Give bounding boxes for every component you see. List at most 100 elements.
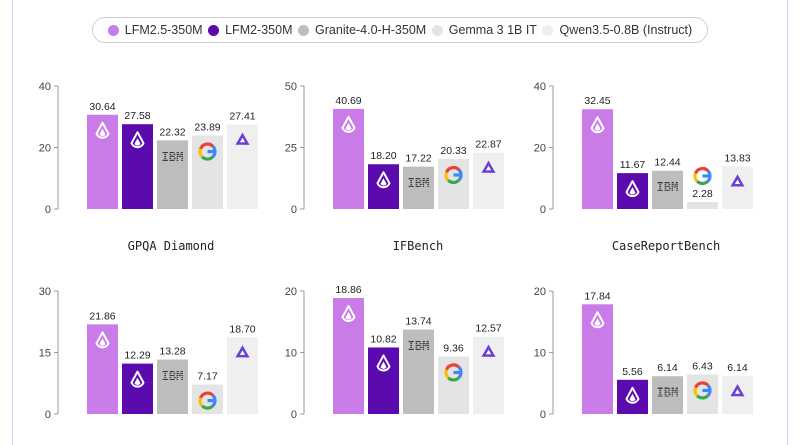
data-label: 21.86 [89,310,115,322]
legend-swatch [431,24,443,36]
chart-title-casereportbench: CaseReportBench [611,239,721,253]
chart-bottom-middle: 0 10 20 18.86 10.82 13.74 IBM 9.36 12.57 [276,283,516,433]
y-tick-label: 20 [285,286,297,298]
y-tick-label: 40 [534,81,546,93]
google-logo-icon [444,165,463,185]
bar-2 [157,140,188,209]
y-tick-label: 20 [534,143,546,155]
bar-0 [87,324,118,414]
data-label: 10.82 [370,333,396,345]
legend-label: LFM2.5-350M [124,23,203,37]
data-label: 12.57 [475,323,501,335]
data-label: 11.67 [620,159,646,171]
svg-text:IBM: IBM [408,339,430,353]
data-label: 13.74 [405,315,431,327]
data-label: 18.20 [370,150,396,162]
chart-title-gpqa-diamond: GPQA Diamond [127,239,215,253]
data-label: 23.89 [194,122,220,134]
y-tick-label: 0 [45,204,51,216]
y-tick-label: 15 [39,348,51,360]
svg-text:IBM: IBM [657,180,679,194]
legend-item-qwen: Qwen3.5-0.8B (Instruct) [542,23,692,37]
ibm-logo-icon: IBM [654,180,681,194]
chart-title-ifbench: IFBench [392,239,444,253]
ibm-logo-icon: IBM [405,339,432,353]
google-logo-icon [198,142,217,161]
y-tick-label: 20 [534,286,546,298]
bar-2 [157,359,188,414]
y-tick-label: 0 [540,409,546,421]
data-label: 27.41 [229,111,255,123]
chart-bottom-left: 0 15 30 21.86 12.29 13.28 IBM 7.17 18.70 [30,283,270,433]
frame-left-border [12,0,13,445]
y-tick-label: 10 [285,348,297,360]
data-label: 30.64 [89,101,115,113]
liquid-logo-icon [130,131,145,149]
data-label: 17.22 [405,153,431,165]
legend-swatch [542,24,554,36]
data-label: 27.58 [124,110,150,122]
legend-label: Granite-4.0-H-350M [315,23,427,37]
bar-2 [403,166,434,209]
bar-4 [722,166,753,209]
data-label: 22.32 [159,126,185,138]
bar-3 [687,374,718,414]
liquid-logo-icon [590,116,605,134]
bar-3 [192,135,223,209]
liquid-logo-icon [95,121,110,139]
y-tick-label: 25 [285,143,297,155]
svg-text:IBM: IBM [657,386,679,400]
data-label: 18.70 [229,323,255,335]
data-label: 6.43 [692,360,713,372]
legend-swatch [298,24,310,36]
data-label: 32.45 [584,95,610,107]
svg-text:IBM: IBM [408,176,430,190]
data-label: 12.29 [124,350,150,362]
chart-ifbench: 0 25 50 40.69 18.20 17.22 IBM 20.33 22.87 [276,78,516,228]
legend-item-lfm2: LFM2-350M [208,23,293,37]
qwen-logo-icon [730,174,745,187]
data-label: 13.28 [159,346,185,358]
liquid-logo-icon [130,370,145,388]
liquid-logo-icon [376,171,391,189]
y-tick-label: 10 [534,348,546,360]
data-label: 6.14 [727,362,748,374]
chart-legend: LFM2.5-350M LFM2-350M Granite-4.0-H-350M… [92,17,708,43]
legend-swatch [208,24,220,36]
y-tick-label: 0 [291,409,297,421]
google-logo-icon [693,166,712,186]
google-logo-icon [198,391,217,410]
data-label: 6.14 [657,362,678,374]
y-tick-label: 0 [291,204,297,216]
data-label: 17.84 [584,290,610,302]
ibm-logo-icon: IBM [159,150,186,164]
legend-item-gemma: Gemma 3 1B IT [431,23,537,37]
legend-swatch [107,24,119,36]
bar-1 [368,347,399,414]
qwen-logo-icon [481,160,496,173]
bar-3 [687,201,718,209]
ibm-logo-icon: IBM [159,369,186,383]
bar-1 [122,124,153,209]
data-label: 7.17 [197,371,218,383]
liquid-logo-icon [625,180,640,198]
chart-casereportbench: 0 20 40 32.45 11.67 12.44 IBM 2.28 13.83 [525,78,765,228]
qwen-logo-icon [730,384,745,397]
data-label: 22.87 [475,139,501,151]
data-label: 9.36 [443,342,464,354]
data-label: 2.28 [692,188,713,200]
data-label: 13.83 [724,152,750,164]
data-label: 5.56 [622,366,643,378]
liquid-logo-icon [341,115,356,133]
data-label: 18.86 [335,284,361,296]
liquid-logo-icon [590,311,605,329]
legend-item-granite: Granite-4.0-H-350M [298,23,426,37]
liquid-logo-icon [341,305,356,323]
google-logo-icon [444,363,463,382]
chart-bottom-right: 0 10 20 17.84 5.56 6.14 IBM 6.43 6.14 [525,283,765,433]
y-tick-label: 40 [39,81,51,93]
legend-label: Gemma 3 1B IT [448,23,537,37]
data-label: 12.44 [654,157,680,169]
svg-text:IBM: IBM [162,369,184,383]
frame-right-border [787,0,788,445]
